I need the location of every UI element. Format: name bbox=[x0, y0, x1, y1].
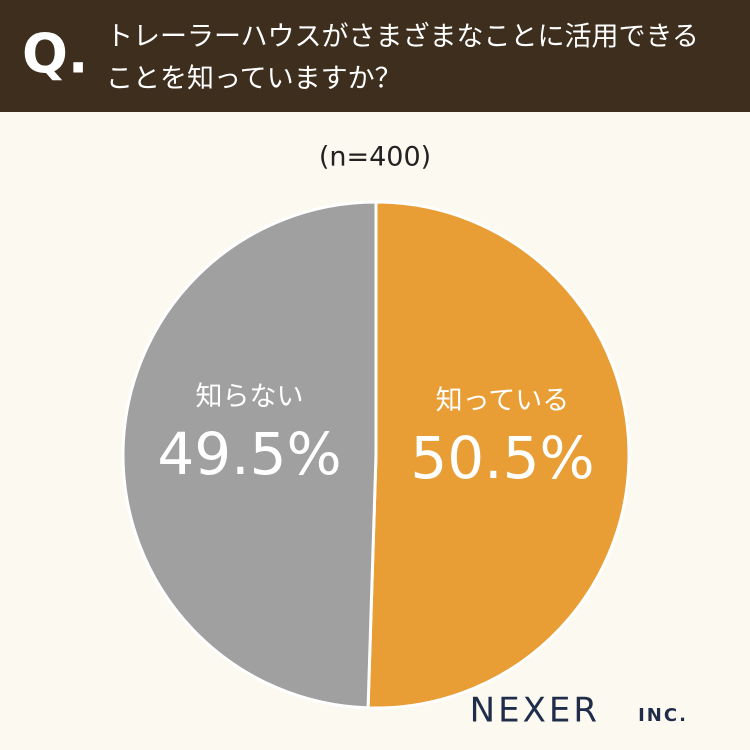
title-line: トレーラーハウスがさまざまなことに活用できる bbox=[106, 22, 699, 53]
title-line: ことを知っていますか？ bbox=[106, 64, 402, 95]
slice-label: 知っている bbox=[436, 385, 570, 416]
pie-slice bbox=[366, 200, 631, 710]
value-label: 50.5% bbox=[410, 424, 594, 492]
brand: NEXER bbox=[470, 691, 600, 731]
pie-slice bbox=[121, 200, 378, 710]
pie: 知っている 50.5% 知らない 49.5% bbox=[121, 200, 631, 710]
brand-suffix: INC. bbox=[638, 705, 688, 726]
slice-label: 知らない bbox=[196, 382, 304, 413]
value-label: 49.5% bbox=[157, 420, 341, 488]
header-band bbox=[0, 0, 750, 112]
subtitle: (n=400) bbox=[319, 142, 431, 173]
question-mark: Q. bbox=[22, 23, 88, 86]
